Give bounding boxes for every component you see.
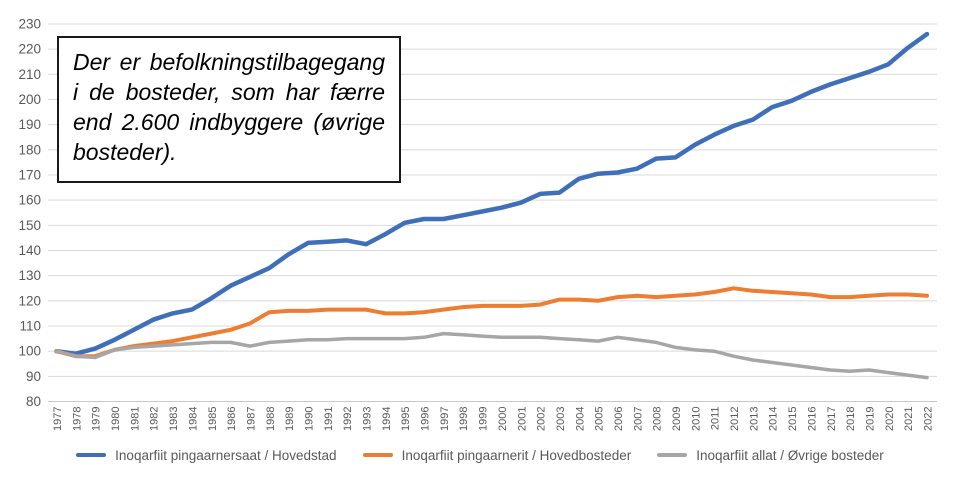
x-axis-label: 2017 xyxy=(826,407,838,431)
y-axis-label: 80 xyxy=(26,394,41,409)
legend-item-hovedbosteder: Inoqarfiit pingaarnerit / Hovedbosteder xyxy=(362,447,632,463)
annotation-line: end 2.600 indbyggere (øvrige xyxy=(73,109,385,135)
x-axis-label: 2001 xyxy=(516,407,528,431)
x-axis-label: 2022 xyxy=(923,407,935,431)
x-axis-label: 2009 xyxy=(671,407,683,431)
x-axis-label: 1997 xyxy=(439,407,451,431)
x-axis-label: 2004 xyxy=(574,407,586,431)
legend-swatch-ovrige xyxy=(657,452,688,458)
x-axis-label: 1978 xyxy=(71,407,83,431)
x-axis-label: 2014 xyxy=(768,407,780,431)
y-axis-label: 100 xyxy=(18,344,41,359)
x-axis-label: 1979 xyxy=(91,407,103,431)
x-axis-label: 1982 xyxy=(149,407,161,431)
x-axis-label: 1999 xyxy=(478,407,490,431)
x-axis-label: 1980 xyxy=(110,407,122,431)
annotation-box: Der er befolkningstilbagegang i de boste… xyxy=(57,36,401,183)
series-line-0 xyxy=(54,31,930,356)
legend-label-ovrige: Inoqarfiit allat / Øvrige bosteder xyxy=(696,447,884,463)
annotation-line: i de bosteder, som har færre xyxy=(73,79,385,105)
x-axis-label: 2018 xyxy=(845,407,857,431)
x-axis-label: 1991 xyxy=(323,407,335,431)
legend-label-hovedstad: Inoqarfiit pingaarnersaat / Hovedstad xyxy=(115,447,337,463)
y-axis-label: 210 xyxy=(18,67,41,82)
legend: Inoqarfiit pingaarnersaat / Hovedstad In… xyxy=(0,443,960,467)
x-axis-label: 2003 xyxy=(555,407,567,431)
y-axis-label: 200 xyxy=(18,92,41,107)
y-axis-label: 150 xyxy=(18,218,41,233)
x-axis-label: 2006 xyxy=(613,407,625,431)
x-axis-label: 1996 xyxy=(420,407,432,431)
series-line-1 xyxy=(54,286,929,359)
x-axis-label: 1990 xyxy=(303,407,315,431)
x-axis-label: 2008 xyxy=(652,407,664,431)
y-axis-label: 190 xyxy=(18,117,41,132)
annotation-line: bosteder). xyxy=(73,139,177,165)
x-axis-label: 2015 xyxy=(787,407,799,431)
x-axis-label: 2011 xyxy=(710,407,722,431)
x-axis-label: 1983 xyxy=(168,407,180,431)
y-axis-label: 90 xyxy=(26,369,41,384)
x-axis-label: 1987 xyxy=(245,407,257,431)
y-axis-label: 160 xyxy=(18,193,41,208)
x-axis-label: 1981 xyxy=(129,407,141,431)
x-axis-label: 2019 xyxy=(864,407,876,431)
x-axis-label: 1985 xyxy=(207,407,219,431)
x-axis-label: 1984 xyxy=(187,407,199,431)
y-axis-label: 220 xyxy=(18,42,41,57)
x-axis-label: 2005 xyxy=(594,407,606,431)
legend-item-hovedstad: Inoqarfiit pingaarnersaat / Hovedstad xyxy=(76,447,337,463)
x-axis-label: 1998 xyxy=(458,407,470,431)
y-axis-label: 110 xyxy=(19,319,41,334)
x-axis-label: 1994 xyxy=(381,407,393,431)
x-axis-label: 1988 xyxy=(265,407,277,431)
y-axis-label: 180 xyxy=(18,142,41,157)
x-axis-label: 2000 xyxy=(497,407,509,431)
x-axis-label: 2002 xyxy=(536,407,548,431)
x-axis-label: 1989 xyxy=(284,407,296,431)
y-axis-label: 130 xyxy=(18,268,41,283)
legend-swatch-hovedbosteder xyxy=(362,452,393,458)
x-axis-label: 1992 xyxy=(342,407,354,431)
legend-label-hovedbosteder: Inoqarfiit pingaarnerit / Hovedbosteder xyxy=(401,447,632,463)
y-axis-label: 120 xyxy=(18,293,41,308)
x-axis-label: 2012 xyxy=(729,407,741,431)
x-axis-label: 1995 xyxy=(400,407,412,431)
y-axis-label: 140 xyxy=(18,243,41,258)
x-axis-label: 1977 xyxy=(52,407,64,431)
y-axis-label: 230 xyxy=(18,17,41,32)
x-axis-label: 2016 xyxy=(806,407,818,431)
legend-item-ovrige: Inoqarfiit allat / Øvrige bosteder xyxy=(657,448,884,463)
series-line-2 xyxy=(54,331,929,380)
x-axis-label: 2010 xyxy=(690,407,702,431)
x-axis-label: 1986 xyxy=(226,407,238,431)
annotation-line: Der er befolkningstilbagegang xyxy=(73,49,385,75)
x-axis-label: 2013 xyxy=(748,407,760,431)
y-axis-label: 170 xyxy=(18,168,41,183)
x-axis-label: 2007 xyxy=(632,407,644,431)
x-axis-label: 2020 xyxy=(884,407,896,431)
legend-swatch-hovedstad xyxy=(76,452,107,458)
x-axis-label: 2021 xyxy=(903,407,915,431)
x-axis-label: 1993 xyxy=(362,407,374,431)
